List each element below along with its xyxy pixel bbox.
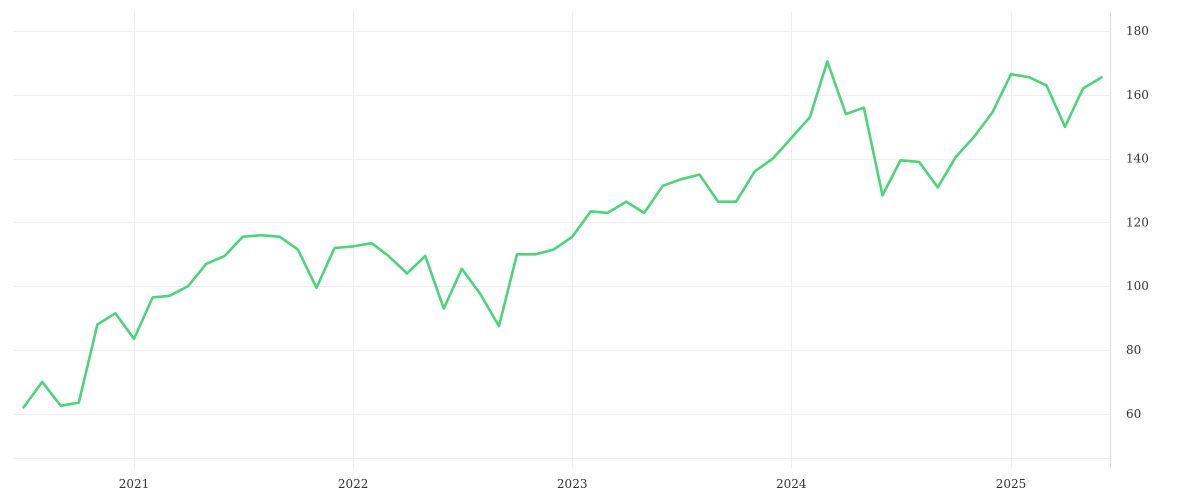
y-tick-label: 160 bbox=[1126, 88, 1149, 102]
grid-lines bbox=[14, 12, 1110, 468]
x-tick-label: 2023 bbox=[557, 477, 588, 491]
x-axis-ticks: 2021 2022 2023 2024 2025 bbox=[119, 477, 1026, 491]
y-tick-label: 140 bbox=[1126, 152, 1149, 166]
y-axis-ticks: 60 80 100 120 140 160 180 bbox=[1126, 24, 1149, 421]
y-tick-label: 80 bbox=[1126, 343, 1141, 357]
y-tick-label: 180 bbox=[1126, 24, 1149, 38]
x-tick-label: 2025 bbox=[996, 477, 1027, 491]
y-tick-label: 100 bbox=[1126, 279, 1149, 293]
x-tick-label: 2024 bbox=[776, 477, 807, 491]
x-tick-label: 2021 bbox=[119, 477, 150, 491]
x-tick-label: 2022 bbox=[338, 477, 369, 491]
y-tick-label: 120 bbox=[1126, 215, 1149, 229]
series-line bbox=[22, 60, 1103, 409]
y-tick-label: 60 bbox=[1126, 407, 1141, 421]
series-layer bbox=[22, 60, 1103, 409]
